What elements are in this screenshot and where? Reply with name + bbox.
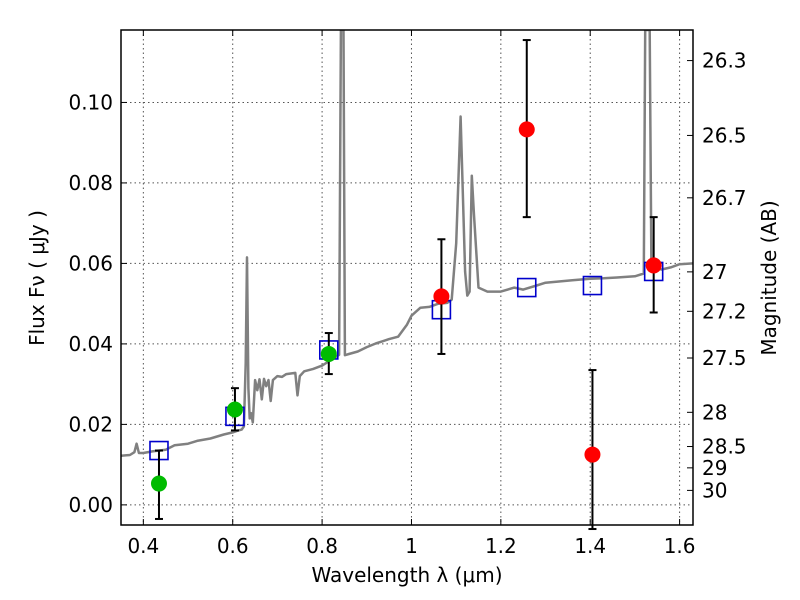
right-axis-label: Magnitude (AB) — [757, 200, 781, 355]
x-tick-label: 1.2 — [485, 534, 517, 558]
y-tick-label: 0.06 — [68, 251, 113, 275]
right-tick-label: 26.7 — [702, 186, 747, 210]
red-data-point — [645, 257, 662, 274]
right-tick-label: 27.5 — [702, 346, 747, 370]
x-tick-label: 0.8 — [306, 534, 338, 558]
red-data-point — [433, 288, 450, 305]
right-tick-label: 28.5 — [702, 435, 747, 459]
x-tick-label: 1.6 — [664, 534, 696, 558]
plot-area — [121, 30, 693, 461]
synthetic-photometry-square — [516, 277, 537, 298]
axis-ticks: 0.4 0.6 0.8 1 1.2 1.4 1.6 0.00 0.02 0.04 0.06 0.08 0… — [68, 30, 747, 558]
right-tick-label: 26.3 — [702, 49, 747, 73]
x-axis-label-text: Wavelength λ (μm) — [311, 563, 502, 587]
right-tick-label: 30 — [702, 478, 727, 502]
synthetic-photometry-square — [582, 275, 603, 296]
red-data-point — [518, 121, 535, 138]
green-data-point — [320, 345, 337, 362]
y-tick-label: 0.00 — [68, 493, 113, 517]
x-tick-label: 0.6 — [217, 534, 249, 558]
y-tick-label: 0.08 — [68, 171, 113, 195]
grid — [121, 30, 693, 525]
right-tick-label: 26.5 — [702, 123, 747, 147]
model-spectrum-line — [121, 30, 693, 458]
red-data-point — [584, 446, 601, 463]
plot-frame — [120, 29, 694, 526]
right-tick-label: 27 — [702, 260, 727, 284]
error-bars — [150, 39, 662, 531]
y-tick-label: 0.02 — [68, 412, 113, 436]
green-data-point — [150, 475, 167, 492]
green-data-point — [226, 401, 243, 418]
y-tick-label: 0.04 — [68, 332, 113, 356]
y-axis-label: Flux Fν ( μJy ) — [25, 210, 49, 346]
x-axis-label: Wavelength λ (μm) — [311, 563, 502, 587]
right-tick-label: 29 — [702, 456, 727, 480]
x-tick-label: 0.4 — [127, 534, 159, 558]
x-tick-label: 1 — [405, 534, 418, 558]
right-tick-label: 28 — [702, 400, 727, 424]
y-tick-label: 0.10 — [68, 90, 113, 114]
x-tick-label: 1.4 — [574, 534, 606, 558]
right-tick-label: 27.2 — [702, 299, 747, 323]
